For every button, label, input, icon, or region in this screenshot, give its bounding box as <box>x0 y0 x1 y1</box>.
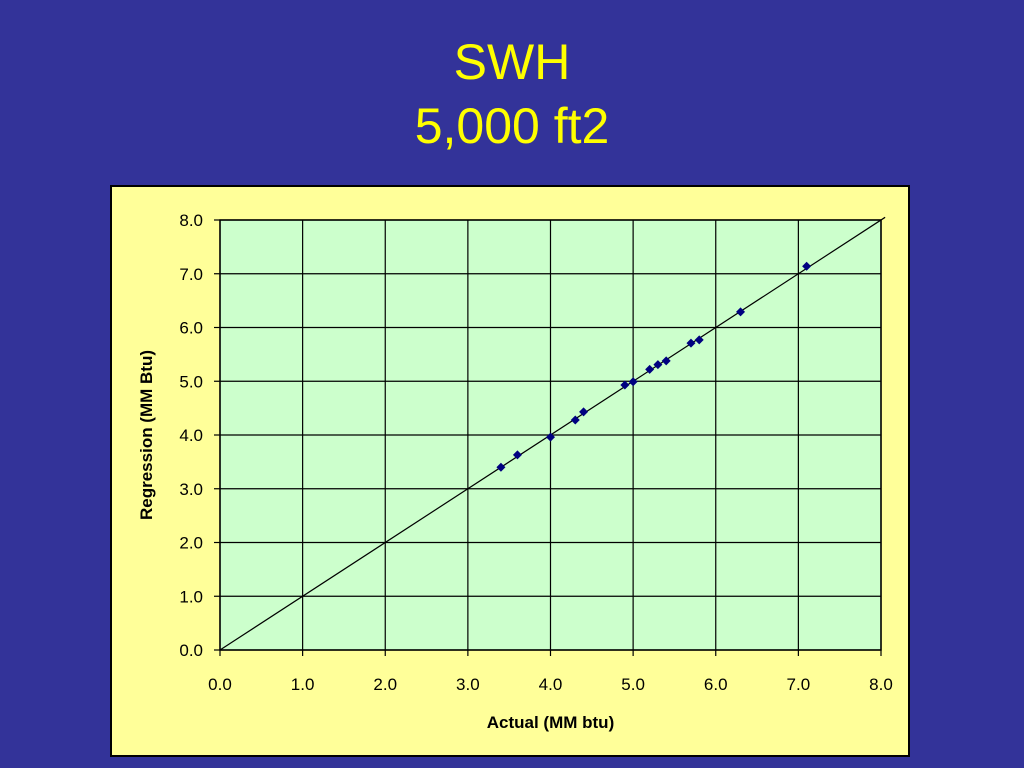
data-point <box>570 415 580 425</box>
data-point <box>736 307 746 317</box>
slide-title-line-1: SWH <box>453 34 571 90</box>
x-tick-label: 0.0 <box>208 675 232 694</box>
scatter-chart: 0.0 1.0 2.0 3.0 4.0 5.0 6.0 7.0 8.0 0.0 1.0 2.0 3.0 4… <box>137 211 893 732</box>
chart-area: 0.0 1.0 2.0 3.0 4.0 5.0 6.0 7.0 8.0 0.0 1.0 2.0 3.0 4… <box>110 185 910 757</box>
x-tick-label: 7.0 <box>787 675 811 694</box>
y-tick-label: 7.0 <box>179 265 203 284</box>
data-point <box>496 462 506 472</box>
data-points <box>496 261 812 472</box>
data-point <box>661 356 671 366</box>
x-tick-label: 6.0 <box>704 675 728 694</box>
data-point <box>653 360 663 370</box>
y-tick-label: 4.0 <box>179 426 203 445</box>
y-tick-label: 6.0 <box>179 319 203 338</box>
data-point <box>694 335 704 345</box>
y-tick-label: 5.0 <box>179 372 203 391</box>
y-tick-label: 8.0 <box>179 211 203 230</box>
data-point <box>546 432 555 442</box>
data-point <box>620 380 630 390</box>
x-tick-label: 3.0 <box>456 675 480 694</box>
reference-line <box>219 216 886 651</box>
x-axis-title: Actual (MM btu) <box>487 713 614 732</box>
data-point <box>579 407 589 417</box>
x-tick-label: 1.0 <box>291 675 315 694</box>
y-tick-label: 2.0 <box>179 534 203 553</box>
y-tick-label: 3.0 <box>179 480 203 499</box>
data-point <box>512 450 522 460</box>
x-tick-label: 4.0 <box>539 675 563 694</box>
x-tick-label: 8.0 <box>869 675 893 694</box>
data-point <box>686 338 696 348</box>
y-tick-label: 1.0 <box>179 587 203 606</box>
data-point <box>628 377 638 387</box>
x-tick-label: 5.0 <box>621 675 645 694</box>
y-tick-label: 0.0 <box>179 641 203 660</box>
data-point <box>802 261 812 271</box>
data-point <box>645 364 655 374</box>
y-axis-title: Regression (MM Btu) <box>137 350 156 520</box>
slide-title: SWH 5,000 ft2 <box>0 30 1024 158</box>
tick-labels: 0.0 1.0 2.0 3.0 4.0 5.0 6.0 7.0 8.0 0.0 1.0 2.0 3.0 4… <box>179 211 892 694</box>
identity-line <box>219 216 886 651</box>
x-tick-label: 2.0 <box>373 675 397 694</box>
slide-title-line-2: 5,000 ft2 <box>414 98 610 154</box>
